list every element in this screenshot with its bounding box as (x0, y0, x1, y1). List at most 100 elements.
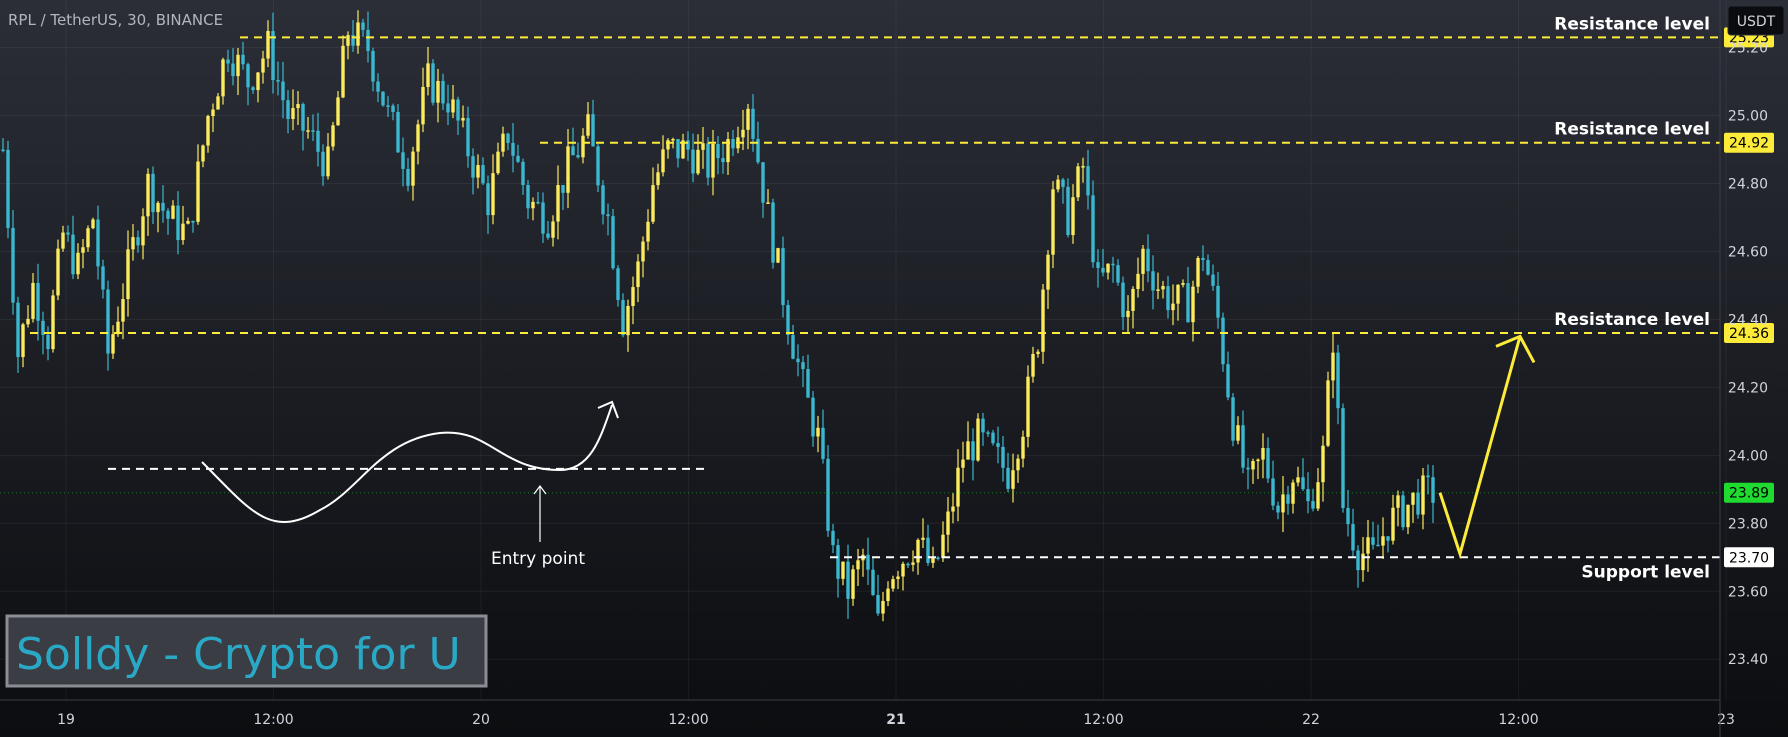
candle-body (1031, 353, 1035, 377)
candle-body (1246, 467, 1250, 470)
level-name: Support level (1581, 562, 1710, 582)
candle-body (836, 545, 840, 579)
candle-body (1401, 495, 1405, 528)
candle-body (146, 173, 150, 217)
x-tick-label: 23 (1717, 712, 1735, 728)
candle-body (1066, 186, 1070, 236)
candle-body (766, 202, 770, 204)
candle-body (606, 214, 610, 217)
candle-body (356, 22, 360, 46)
x-tick-label: 20 (472, 712, 490, 728)
candle-body (6, 149, 10, 228)
candle-body (386, 105, 390, 107)
candle-body (56, 248, 60, 296)
candle-body (771, 202, 775, 263)
candle-body (801, 362, 805, 370)
candle-body (126, 249, 130, 300)
candle-body (76, 252, 80, 275)
candle-body (441, 80, 445, 104)
candle-body (591, 114, 595, 147)
candle-body (851, 569, 855, 599)
level-price-tag (1724, 323, 1774, 344)
candle-body (1421, 475, 1425, 515)
candle-body (1261, 448, 1265, 460)
y-tick-label: 25.00 (1728, 109, 1768, 125)
candle-body (1006, 467, 1010, 489)
currency-badge[interactable]: USDT (1727, 5, 1785, 36)
y-tick-label: 24.00 (1728, 448, 1768, 464)
candle-body (1016, 458, 1020, 471)
candle-body (1391, 507, 1395, 541)
candle-body (26, 318, 30, 325)
candle-body (1141, 248, 1145, 274)
candle-body (966, 441, 970, 460)
candle-body (376, 81, 380, 92)
current-price-tag (1724, 482, 1774, 503)
candle-body (666, 140, 670, 150)
candle-body (576, 155, 580, 158)
candle-body (471, 156, 475, 178)
candle-body (1356, 550, 1360, 571)
candle-body (11, 227, 15, 303)
candle-body (396, 111, 400, 153)
candle-body (506, 133, 510, 143)
candle-body (1366, 537, 1370, 554)
level-name: Resistance level (1554, 310, 1710, 330)
candle-body (476, 165, 480, 178)
y-tick-label: 23.40 (1728, 652, 1768, 668)
candle-body (131, 237, 135, 250)
candle-body (991, 432, 995, 444)
projection-arrowhead (1495, 334, 1536, 364)
candle-body (1431, 477, 1435, 503)
candle-body (226, 59, 230, 64)
candle-body (216, 96, 220, 110)
candle-body (856, 560, 860, 570)
candle-body (246, 64, 250, 88)
candle-body (311, 130, 315, 132)
candle-body (791, 334, 795, 359)
candle-body (706, 143, 710, 178)
candle-body (1201, 258, 1205, 261)
candle-body (1341, 408, 1345, 508)
candle-body (946, 511, 950, 535)
candle-body (556, 185, 560, 222)
candle-body (916, 539, 920, 563)
candle-body (136, 237, 140, 246)
candle-body (266, 31, 270, 59)
candle-body (1411, 492, 1415, 505)
candle-body (516, 155, 520, 162)
candle-body (151, 173, 155, 213)
candle-body (1101, 267, 1105, 273)
candle-body (746, 108, 750, 130)
candle-body (596, 146, 600, 186)
candle-body (1151, 271, 1155, 291)
candle-body (211, 109, 215, 117)
candle-body (686, 140, 690, 150)
entry-point-label: Entry point (491, 549, 585, 569)
candle-body (806, 369, 810, 398)
candle-body (186, 220, 190, 224)
candle-body (566, 146, 570, 193)
candle-body (106, 289, 110, 354)
candle-body (1026, 376, 1030, 437)
x-tick-label: 19 (57, 712, 75, 728)
candle-body (46, 334, 50, 350)
candle-body (361, 22, 365, 30)
x-tick-label: 22 (1302, 712, 1320, 728)
candle-body (676, 139, 680, 159)
candle-body (651, 185, 655, 222)
candle-body (1186, 283, 1190, 323)
candle-body (586, 114, 590, 136)
candle-body (491, 173, 495, 216)
candle-body (1231, 397, 1235, 441)
candle-body (1266, 448, 1270, 479)
candle-body (21, 324, 25, 358)
candle-body (1276, 505, 1280, 513)
candle-body (1381, 536, 1385, 546)
candle-body (391, 105, 395, 112)
candle-body (336, 97, 340, 126)
candle-body (296, 104, 300, 109)
candle-body (1176, 284, 1180, 304)
candle-body (976, 418, 980, 461)
y-tick-label: 23.80 (1728, 516, 1768, 532)
